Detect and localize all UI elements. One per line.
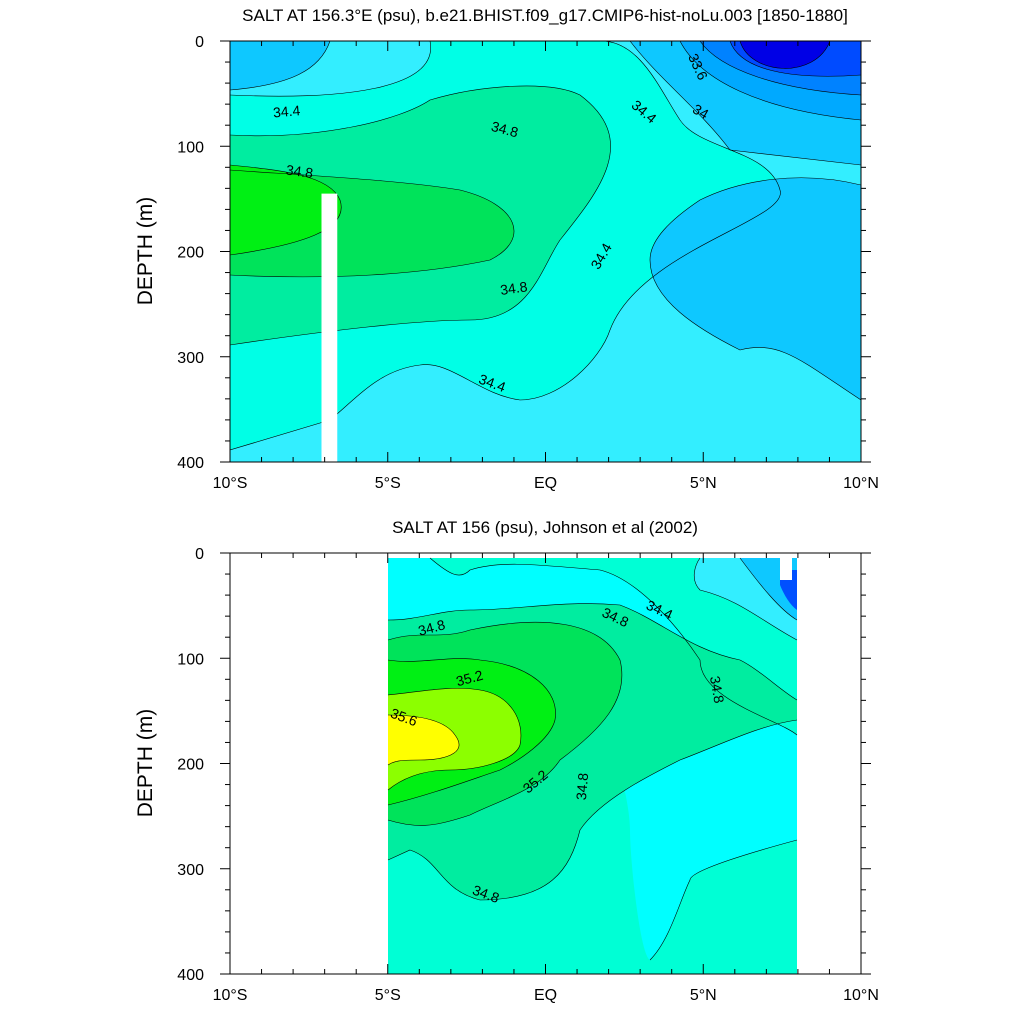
bottom-panel-title: SALT AT 156 (psu), Johnson et al (2002) (392, 518, 698, 537)
contour-label: 35.2 (454, 667, 485, 690)
bottom-contour-line (387, 688, 522, 791)
x-tick-label: 10°N (843, 987, 879, 1004)
top-contour-line (230, 169, 515, 278)
y-tick-label: 100 (177, 139, 204, 156)
contour-label: 34.8 (499, 278, 528, 298)
y-tick-label: 200 (177, 245, 204, 262)
top-contour-line (230, 164, 342, 256)
top-contour-line (729, 41, 861, 77)
bottom-contour-line (387, 603, 798, 701)
bottom-contour-line (739, 557, 798, 621)
bottom-y-axis-title: DEPTH (m) (134, 709, 157, 818)
y-tick-label: 200 (177, 757, 204, 774)
bottom-missing-data (780, 558, 792, 580)
top-axis-ticks (220, 40, 871, 463)
bottom-contour-line (649, 839, 798, 961)
bottom-contour-line (387, 621, 623, 826)
top-contour-line (230, 85, 611, 346)
bottom-contour-lines (387, 557, 798, 961)
top-panel-title: SALT AT 156.3°E (psu), b.e21.BHIST.f09_g… (242, 6, 848, 25)
y-tick-label: 100 (177, 651, 204, 668)
top-contour-line (649, 177, 861, 401)
y-tick-label: 400 (177, 455, 204, 472)
bottom-contour-line (429, 557, 798, 736)
y-tick-label: 0 (195, 546, 204, 563)
bottom-contour-line (387, 719, 798, 901)
contour-label: 34.8 (285, 161, 314, 181)
contour-label: 34.8 (707, 675, 728, 705)
top-contour-lines (230, 41, 861, 451)
contour-label: 34.8 (416, 616, 447, 639)
bottom-contour-line (387, 714, 460, 766)
x-tick-label: 5°S (375, 987, 401, 1004)
top-band-34.2-west (230, 41, 330, 90)
top-band-35.2 (230, 165, 342, 255)
y-tick-label: 300 (177, 350, 204, 367)
y-tick-label: 400 (177, 967, 204, 984)
bottom-panel: SALT AT 156 (psu), Johnson et al (2002) (134, 518, 879, 1004)
top-band-33.4 (740, 41, 830, 69)
missing-data-strip (321, 193, 338, 463)
top-contour-line (230, 41, 781, 451)
contour-label: 34 (690, 101, 712, 123)
top-band-34.2-east (630, 41, 861, 400)
top-contour-line (230, 41, 331, 91)
top-y-axis-title: DEPTH (m) (134, 197, 157, 306)
bottom-axis-tick-labels: 10°S 5°S EQ 5°N 10°N 0 100 200 300 400 (177, 546, 879, 1004)
top-contour-line (699, 41, 861, 96)
x-tick-label: 10°S (213, 475, 248, 492)
x-tick-label: 10°N (843, 475, 879, 492)
bottom-axis-ticks (220, 552, 871, 975)
bottom-contour-line (387, 658, 556, 806)
bottom-contour-fill (388, 558, 797, 974)
top-contour-line (629, 41, 861, 166)
x-tick-label: 5°N (690, 475, 717, 492)
y-tick-label: 300 (177, 862, 204, 879)
top-band-34.4-east (230, 41, 861, 462)
top-contour-line (679, 41, 861, 121)
top-axis-tick-labels: 10°S 5°S EQ 5°N 10°N 0 100 200 300 400 (177, 34, 879, 492)
top-missing-data (321, 193, 338, 463)
contour-label: 34.8 (490, 118, 521, 141)
top-contour-line (739, 41, 831, 69)
top-contour-line (230, 41, 431, 97)
y-tick-label: 0 (195, 34, 204, 51)
x-tick-label: EQ (534, 475, 557, 492)
x-tick-label: 5°N (690, 987, 717, 1004)
x-tick-label: EQ (534, 987, 557, 1004)
x-tick-label: 5°S (375, 475, 401, 492)
top-panel: SALT AT 156.3°E (psu), b.e21.BHIST.f09_g… (134, 6, 879, 492)
bottom-contour-line (693, 557, 798, 641)
contour-label: 34.8 (573, 772, 591, 801)
bottom-band-35.6 (388, 715, 460, 765)
contour-label: 34.4 (272, 102, 301, 120)
x-tick-label: 10°S (213, 987, 248, 1004)
